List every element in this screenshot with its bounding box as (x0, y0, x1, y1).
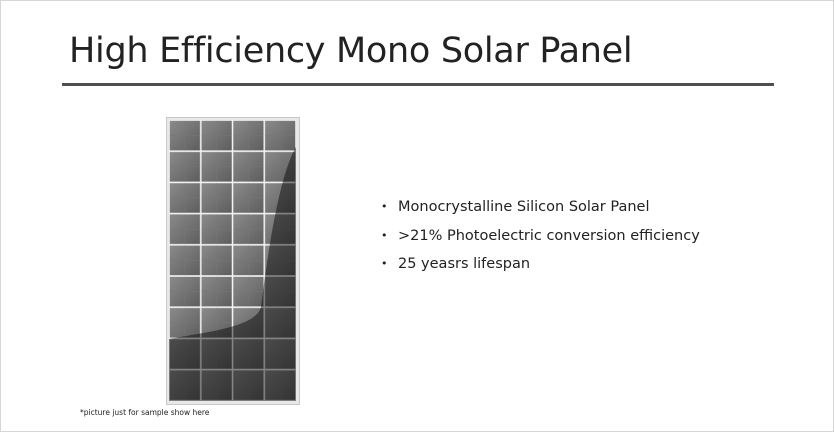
bullet-item: Monocrystalline Silicon Solar Panel (381, 195, 700, 224)
bullet-item: 25 yeasrs lifespan (381, 252, 700, 281)
bullet-list: Monocrystalline Silicon Solar Panel >21%… (381, 195, 700, 281)
image-caption: *picture just for sample show here (80, 408, 210, 417)
slide-title: High Efficiency Mono Solar Panel (69, 31, 633, 71)
solar-panel-image (166, 117, 300, 405)
title-rule (62, 83, 774, 86)
bullet-item: >21% Photoelectric conversion efficiency (381, 224, 700, 253)
